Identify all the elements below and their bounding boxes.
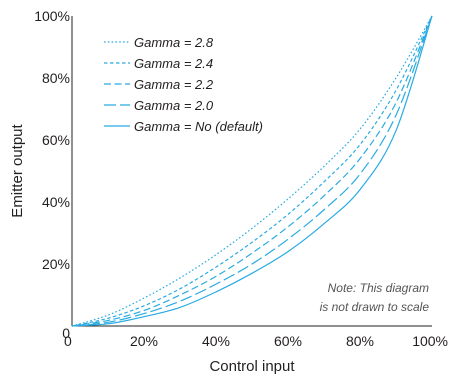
legend-label: Gamma = 2.4 — [134, 56, 213, 71]
x-axis-title: Control input — [209, 358, 295, 375]
x-tick-label: 60% — [274, 333, 302, 349]
series-line-0 — [71, 15, 433, 327]
x-tick-labels: 0 20% 40% 60% 80% 100% — [64, 333, 448, 349]
series-line-3 — [71, 15, 433, 327]
legend: Gamma = 2.8 Gamma = 2.4 Gamma = 2.2 Gamma =… — [104, 35, 263, 134]
legend-label: Gamma = 2.2 — [134, 77, 214, 92]
y-tick-label: 20% — [42, 256, 70, 272]
x-tick-label: 100% — [412, 333, 448, 349]
y-tick-label: 0 — [62, 325, 70, 341]
axes — [71, 16, 432, 327]
x-tick-label: 0 — [64, 333, 72, 349]
legend-label: Gamma = 2.0 — [134, 98, 214, 113]
y-tick-label: 40% — [42, 194, 70, 210]
series-lines — [71, 15, 433, 327]
x-tick-label: 20% — [130, 333, 158, 349]
series-line-2 — [71, 15, 433, 327]
y-axis-title: Emitter output — [9, 123, 26, 217]
series-line-1 — [71, 15, 433, 327]
y-tick-label: 60% — [42, 132, 70, 148]
series-line-4 — [71, 15, 433, 327]
y-tick-label: 80% — [42, 70, 70, 86]
x-tick-label: 80% — [346, 333, 374, 349]
x-tick-label: 40% — [202, 333, 230, 349]
y-tick-labels: 0 20% 40% 60% 80% 100% — [34, 8, 70, 341]
legend-label: Gamma = 2.8 — [134, 35, 214, 50]
note-line-1: Note: This diagram — [328, 281, 429, 295]
note-line-2: is not drawn to scale — [320, 300, 430, 314]
y-tick-label: 100% — [34, 8, 70, 24]
legend-label: Gamma = No (default) — [134, 119, 263, 134]
